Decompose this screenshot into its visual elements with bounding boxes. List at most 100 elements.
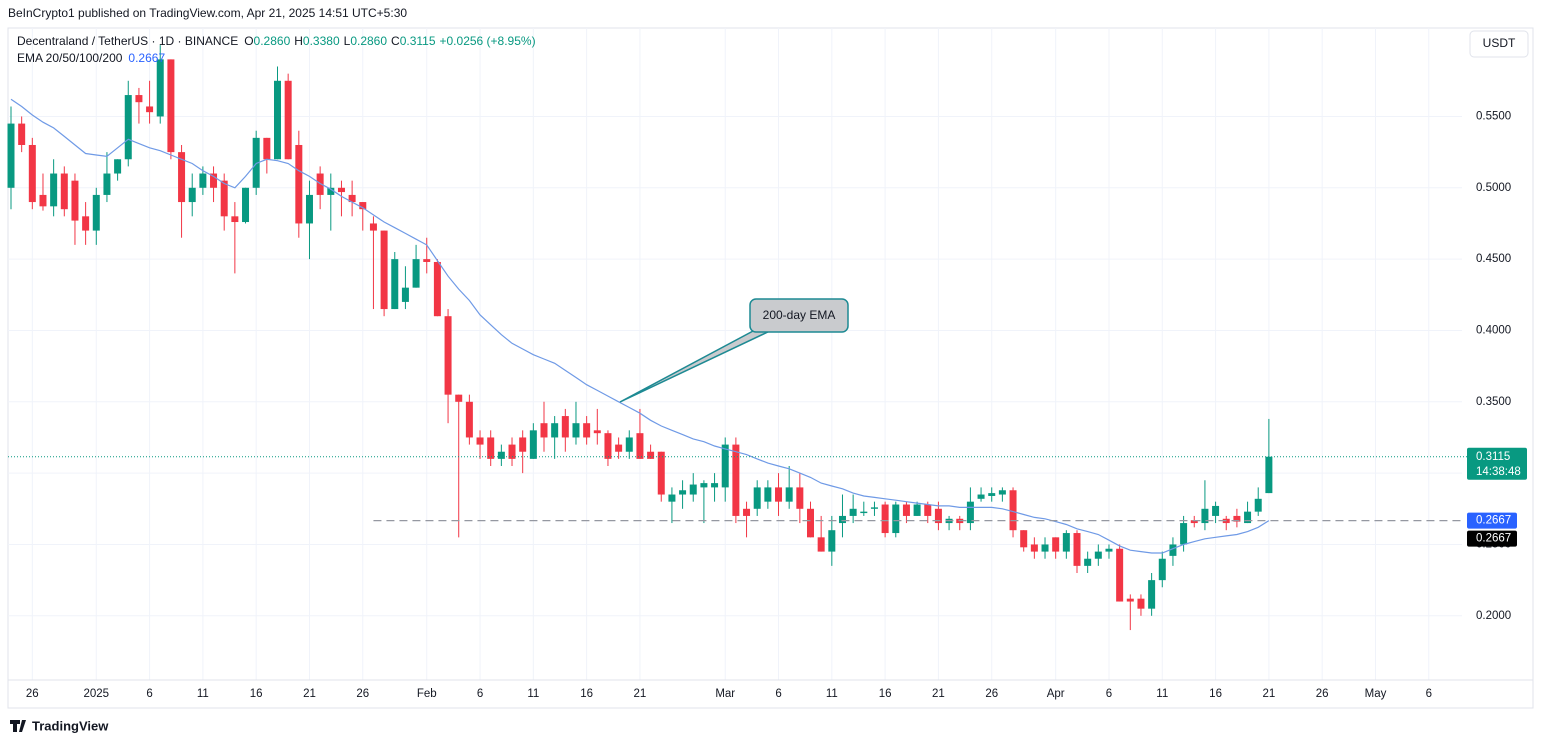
candle-body (60, 173, 68, 210)
candle-body (1190, 520, 1198, 524)
candle-body (210, 173, 218, 188)
legend-h: H (294, 34, 303, 48)
candle-body (476, 437, 484, 445)
legend-open: 0.2860 (254, 34, 291, 48)
x-tick-label: 2025 (83, 688, 109, 700)
candle-body (497, 451, 505, 459)
candle-body (551, 423, 559, 438)
candle-body (50, 173, 58, 207)
footer-logo: TradingView (10, 718, 109, 733)
candle-body (998, 490, 1006, 495)
legend-o: O (244, 34, 253, 48)
candle-body (284, 80, 292, 160)
candle-body (1009, 490, 1017, 531)
y-tick-label: 0.4500 (1476, 253, 1511, 265)
x-tick-label: Apr (1047, 688, 1065, 700)
ema-label: 0.2667 (1476, 515, 1511, 527)
candle-body (1052, 537, 1060, 552)
candle-body (316, 173, 324, 195)
y-tick-label: 0.5000 (1476, 182, 1511, 194)
candle-body (775, 487, 783, 502)
candle-body (295, 144, 303, 224)
symbol: Decentraland / TetherUS · 1D · BINANCE (17, 34, 238, 48)
candle-body (881, 504, 889, 534)
x-tick-label: 16 (1209, 688, 1222, 700)
candle-body (274, 80, 281, 160)
plot (7, 45, 1467, 631)
candle-body (764, 487, 772, 502)
candle-body (604, 433, 612, 459)
candle-body (242, 187, 250, 223)
candle-body (711, 483, 719, 488)
header: BeInCrypto1 published on TradingView.com… (8, 6, 407, 20)
price-label-bg (1467, 447, 1527, 480)
callout-pointer (619, 329, 773, 403)
y-tick-label: 0.2000 (1476, 610, 1511, 622)
candle-body (465, 401, 473, 438)
x-tick-label: 6 (775, 688, 781, 700)
candle-body (1084, 558, 1092, 566)
currency-button[interactable] (1469, 30, 1529, 58)
candle-body (860, 511, 868, 514)
y-tick-label: 0.3500 (1476, 396, 1511, 408)
candle-body (870, 507, 878, 509)
legend-low: 0.2860 (350, 34, 387, 48)
candle-body (892, 504, 900, 534)
candle-body (679, 490, 687, 495)
candle-body (1233, 515, 1241, 522)
candle-body (39, 194, 47, 207)
x-tick-label: 21 (303, 688, 316, 700)
x-tick-label: 26 (26, 688, 39, 700)
candle-body (327, 187, 335, 195)
candle-body (114, 159, 122, 174)
candle-body (1169, 544, 1177, 556)
candle-body (455, 394, 463, 402)
candle-body (1094, 551, 1102, 559)
candle-body (156, 59, 164, 117)
candle-body (1105, 548, 1113, 552)
candle-body (988, 493, 996, 496)
candle-body (305, 194, 313, 224)
callout-box (749, 298, 849, 333)
candle-body (146, 106, 154, 113)
x-tick-label: 16 (250, 688, 263, 700)
candle-body (359, 202, 367, 210)
x-tick-label: 11 (197, 688, 209, 700)
candle-body (583, 423, 591, 438)
price-label: 0.3115 (1476, 451, 1510, 463)
countdown: 14:38:48 (1476, 466, 1521, 478)
candle-body (977, 494, 985, 499)
candle-body (625, 437, 633, 452)
candle-body (743, 508, 751, 516)
candle-body (849, 508, 857, 516)
legend-l: L (344, 34, 351, 48)
candle-body (636, 433, 644, 459)
ema-line (10, 98, 1270, 554)
candle-body (423, 259, 431, 262)
candle-body (124, 95, 132, 160)
candle-body (902, 504, 910, 516)
candle-body (529, 430, 537, 459)
candle-body (1062, 533, 1070, 552)
candle-body (1148, 580, 1156, 609)
x-tick-label: 6 (477, 688, 483, 700)
candle-body (1201, 508, 1209, 524)
currency[interactable]: USDT (1483, 36, 1516, 50)
candle-body (18, 123, 26, 145)
candle-body (1244, 511, 1252, 524)
candle-body (689, 484, 697, 495)
x-tick-label: May (1365, 688, 1387, 700)
chart-frame (7, 27, 1534, 709)
candle-body (966, 501, 974, 524)
annotation-text: 200-day EMA (763, 308, 836, 322)
candle-body (1116, 548, 1124, 602)
y-tick-label: 0.5500 (1476, 110, 1511, 122)
candle-body (178, 152, 186, 203)
candle-body (1254, 498, 1262, 512)
candle-body (7, 123, 15, 188)
annotation-callout: 200-day EMA (619, 298, 849, 403)
x-tick-label: 6 (146, 688, 152, 700)
candle-body (348, 194, 356, 203)
candle-body (785, 487, 793, 502)
grid (8, 28, 1462, 680)
